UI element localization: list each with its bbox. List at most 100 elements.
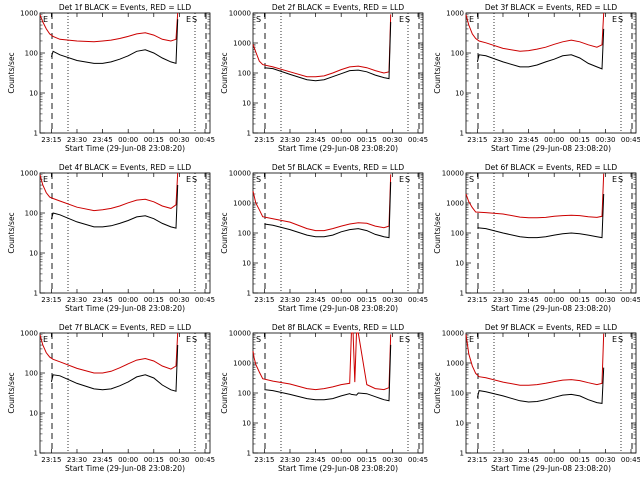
plot-frame (39, 332, 211, 454)
interval-marker-label: S (618, 175, 623, 184)
x-tick-label: 23:30 (67, 456, 87, 464)
y-tick-label: 1 (247, 130, 251, 138)
y-axis-label: Counts/sec (7, 372, 16, 413)
x-tick-label: 00:45 (408, 296, 428, 304)
x-tick-label: 23:45 (92, 136, 112, 144)
y-tick-label: 1 (247, 450, 251, 458)
x-tick-label: 23:30 (280, 456, 300, 464)
chart-panel: Det 2f BLACK = Events, RED = LLD 1 10 100 10… (220, 3, 428, 153)
interval-marker-label: E (43, 175, 48, 184)
chart-panel: Det 9f BLACK = Events, RED = LLD 1 10 100 10… (433, 323, 640, 473)
y-tick-label: 10 (455, 260, 464, 268)
series-line-events (50, 19, 179, 65)
series-line-events (264, 344, 392, 402)
x-tick-label: 23:45 (518, 456, 538, 464)
series-line-lld (39, 172, 179, 212)
series-line-lld (465, 12, 605, 52)
chart-title: Det 4f BLACK = Events, RED = LLD (59, 163, 192, 172)
x-tick-label: 23:45 (518, 136, 538, 144)
interval-marker-label: E (469, 15, 474, 24)
series-line-events (264, 21, 392, 82)
x-tick-label: 23:15 (254, 296, 274, 304)
interval-marker-label: S (256, 175, 261, 184)
y-axis-label: Counts/sec (7, 212, 16, 253)
x-axis-label: Start Time (29-Jun-08 23:08:20) (491, 304, 611, 313)
interval-marker-label: S (618, 335, 623, 344)
x-tick-label: 23:45 (305, 296, 325, 304)
chart-panel: Det 3f BLACK = Events, RED = LLD 1 10 100 10… (433, 3, 640, 153)
x-tick-label: 23:15 (41, 456, 61, 464)
x-tick-label: 23:45 (305, 136, 325, 144)
y-tick-label: 10000 (229, 10, 251, 18)
interval-marker-label: E (186, 335, 191, 344)
x-tick-label: 23:45 (92, 456, 112, 464)
interval-marker-label: E (399, 335, 404, 344)
interval-marker-label: E (399, 175, 404, 184)
y-tick-label: 100 (451, 230, 464, 238)
y-tick-label: 1000 (20, 170, 38, 178)
y-axis-label: Counts/sec (433, 372, 442, 413)
x-tick-label: 00:30 (595, 296, 615, 304)
x-tick-label: 00:00 (118, 136, 138, 144)
x-tick-label: 00:00 (331, 136, 351, 144)
y-tick-label: 10 (29, 410, 38, 418)
x-tick-label: 00:45 (621, 296, 640, 304)
plot-frame (465, 12, 637, 134)
x-tick-label: 00:45 (195, 456, 215, 464)
x-tick-label: 00:45 (195, 296, 215, 304)
chart-title: Det 5f BLACK = Events, RED = LLD (272, 163, 405, 172)
interval-marker-label: E (612, 175, 617, 184)
y-tick-label: 10000 (229, 170, 251, 178)
x-tick-label: 00:15 (570, 296, 590, 304)
interval-marker-label: E (186, 15, 191, 24)
x-tick-label: 00:00 (544, 456, 564, 464)
x-tick-label: 23:30 (67, 296, 87, 304)
chart-title: Det 3f BLACK = Events, RED = LLD (485, 3, 618, 12)
y-tick-label: 10 (29, 250, 38, 258)
series-line-events (264, 181, 392, 239)
interval-marker-label: E (469, 335, 474, 344)
chart-panel: Det 1f BLACK = Events, RED = LLD 1 10 100 10… (7, 3, 215, 153)
series-line-lld (252, 14, 392, 78)
x-axis-label: Start Time (29-Jun-08 23:08:20) (65, 464, 185, 473)
y-tick-label: 1000 (233, 200, 251, 208)
x-tick-label: 23:15 (467, 136, 487, 144)
x-tick-label: 23:30 (493, 456, 513, 464)
chart-title: Det 7f BLACK = Events, RED = LLD (59, 323, 192, 332)
plot-frame (252, 12, 424, 134)
x-tick-label: 00:45 (621, 136, 640, 144)
x-tick-label: 23:15 (254, 456, 274, 464)
x-axis-label: Start Time (29-Jun-08 23:08:20) (278, 304, 398, 313)
x-axis-label: Start Time (29-Jun-08 23:08:20) (278, 464, 398, 473)
series-line-events (476, 367, 605, 404)
x-tick-label: 23:30 (493, 296, 513, 304)
y-tick-label: 1000 (233, 360, 251, 368)
y-tick-label: 1000 (446, 200, 464, 208)
series-line-lld (252, 174, 392, 232)
interval-marker-label: E (186, 175, 191, 184)
y-tick-label: 1000 (20, 330, 38, 338)
interval-marker-label: S (405, 175, 410, 184)
interval-marker-label: E (43, 15, 48, 24)
chart-panel: Det 4f BLACK = Events, RED = LLD 1 10 100 10… (7, 163, 215, 313)
x-tick-label: 00:00 (331, 296, 351, 304)
y-tick-label: 10 (242, 100, 251, 108)
y-tick-label: 1000 (233, 40, 251, 48)
interval-marker-label: S (618, 15, 623, 24)
x-axis-label: Start Time (29-Jun-08 23:08:20) (491, 464, 611, 473)
y-tick-label: 100 (238, 390, 251, 398)
y-tick-label: 1 (34, 450, 38, 458)
y-tick-label: 10000 (442, 170, 464, 178)
x-tick-label: 23:30 (280, 296, 300, 304)
x-tick-label: 00:15 (144, 136, 164, 144)
x-tick-label: 00:30 (169, 136, 189, 144)
interval-marker-label: S (192, 175, 197, 184)
y-tick-label: 100 (25, 210, 38, 218)
x-tick-label: 00:30 (169, 296, 189, 304)
chart-title: Det 2f BLACK = Events, RED = LLD (272, 3, 405, 12)
x-axis-label: Start Time (29-Jun-08 23:08:20) (65, 144, 185, 153)
interval-marker-label: S (256, 335, 261, 344)
interval-marker-label: S (405, 15, 410, 24)
y-tick-label: 10 (455, 90, 464, 98)
